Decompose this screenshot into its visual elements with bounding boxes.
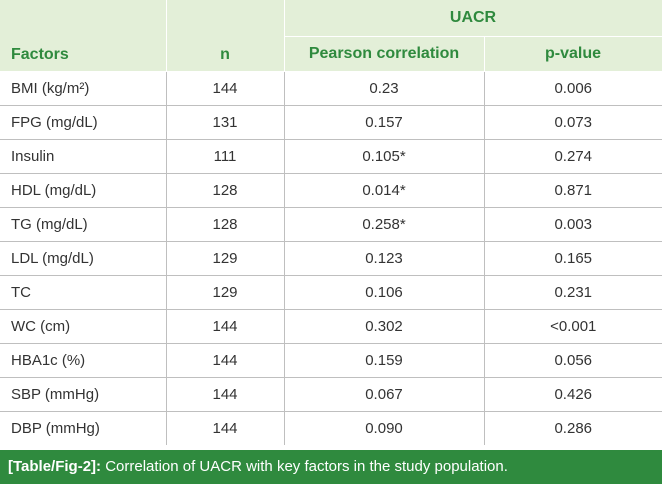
- pearson-cell: 0.302: [284, 309, 485, 344]
- pvalue-cell: 0.231: [484, 275, 662, 310]
- header-factors: Factors: [0, 0, 167, 72]
- pearson-cell: 0.23: [284, 71, 485, 106]
- pearson-cell: 0.159: [284, 343, 485, 378]
- table-row: TG (mg/dL) 128 0.258* 0.003: [0, 207, 662, 242]
- pearson-cell: 0.067: [284, 377, 485, 412]
- table-row: WC (cm) 144 0.302 <0.001: [0, 309, 662, 344]
- pearson-cell: 0.105*: [284, 139, 485, 174]
- n-cell: 129: [166, 241, 285, 276]
- pvalue-cell: 0.871: [484, 173, 662, 208]
- table-row: BMI (kg/m²) 144 0.23 0.006: [0, 71, 662, 106]
- header-row-sub: Pearson correlation p-value: [0, 36, 662, 72]
- table-row: HDL (mg/dL) 128 0.014* 0.871: [0, 173, 662, 208]
- n-cell: 144: [166, 71, 285, 106]
- n-cell: 144: [166, 377, 285, 412]
- table-row: LDL (mg/dL) 129 0.123 0.165: [0, 241, 662, 276]
- factor-cell: TC: [0, 275, 167, 310]
- factor-cell: DBP (mmHg): [0, 411, 167, 445]
- table-row: SBP (mmHg) 144 0.067 0.426: [0, 377, 662, 412]
- factor-cell: WC (cm): [0, 309, 167, 344]
- pearson-cell: 0.106: [284, 275, 485, 310]
- header-pvalue: p-value: [484, 36, 662, 72]
- factor-cell: BMI (kg/m²): [0, 71, 167, 106]
- pearson-cell: 0.090: [284, 411, 485, 445]
- factor-cell: SBP (mmHg): [0, 377, 167, 412]
- pvalue-cell: 0.003: [484, 207, 662, 242]
- factor-cell: HBA1c (%): [0, 343, 167, 378]
- n-cell: 144: [166, 343, 285, 378]
- table-row: FPG (mg/dL) 131 0.157 0.073: [0, 105, 662, 140]
- pvalue-cell: 0.165: [484, 241, 662, 276]
- pearson-cell: 0.258*: [284, 207, 485, 242]
- caption-label: [Table/Fig-2]:: [8, 458, 102, 475]
- table-row: HBA1c (%) 144 0.159 0.056: [0, 343, 662, 378]
- header-pearson: Pearson correlation: [284, 36, 485, 72]
- factor-cell: TG (mg/dL): [0, 207, 167, 242]
- table-row: Insulin 111 0.105* 0.274: [0, 139, 662, 174]
- pvalue-cell: 0.006: [554, 80, 593, 97]
- factor-cell: LDL (mg/dL): [0, 241, 167, 276]
- table-row: DBP (mmHg) 144 0.090 0.286: [0, 411, 662, 445]
- pvalue-cell: 0.426: [484, 377, 662, 412]
- pearson-cell: 0.123: [284, 241, 485, 276]
- factor-cell: FPG (mg/dL): [0, 105, 167, 140]
- pearson-cell: 0.014*: [284, 173, 485, 208]
- n-cell: 144: [166, 309, 285, 344]
- factor-cell: HDL (mg/dL): [0, 173, 167, 208]
- n-cell: 131: [166, 105, 285, 140]
- header-n: n: [166, 0, 285, 72]
- correlation-table: Factors n UACR Pearson correlation p-val…: [0, 0, 662, 445]
- table-caption: [Table/Fig-2]: Correlation of UACR with …: [0, 450, 662, 484]
- factor-cell: Insulin: [0, 139, 167, 174]
- pvalue-cell: 0.056: [484, 343, 662, 378]
- n-cell: 144: [166, 411, 285, 445]
- table-row: TC 129 0.106 0.231: [0, 275, 662, 310]
- pearson-cell: 0.157: [284, 105, 485, 140]
- n-cell: 129: [166, 275, 285, 310]
- n-cell: 111: [166, 139, 285, 174]
- pvalue-cell: <0.001: [484, 309, 662, 344]
- pvalue-cell: 0.274: [484, 139, 662, 174]
- n-cell: 128: [166, 207, 285, 242]
- pvalue-cell: 0.286: [484, 411, 662, 445]
- caption-text: Correlation of UACR with key factors in …: [105, 458, 508, 475]
- pvalue-cell: 0.073: [484, 105, 662, 140]
- header-uacr-group: UACR: [284, 0, 662, 37]
- n-cell: 128: [166, 173, 285, 208]
- header-row-group: Factors n UACR: [0, 0, 662, 72]
